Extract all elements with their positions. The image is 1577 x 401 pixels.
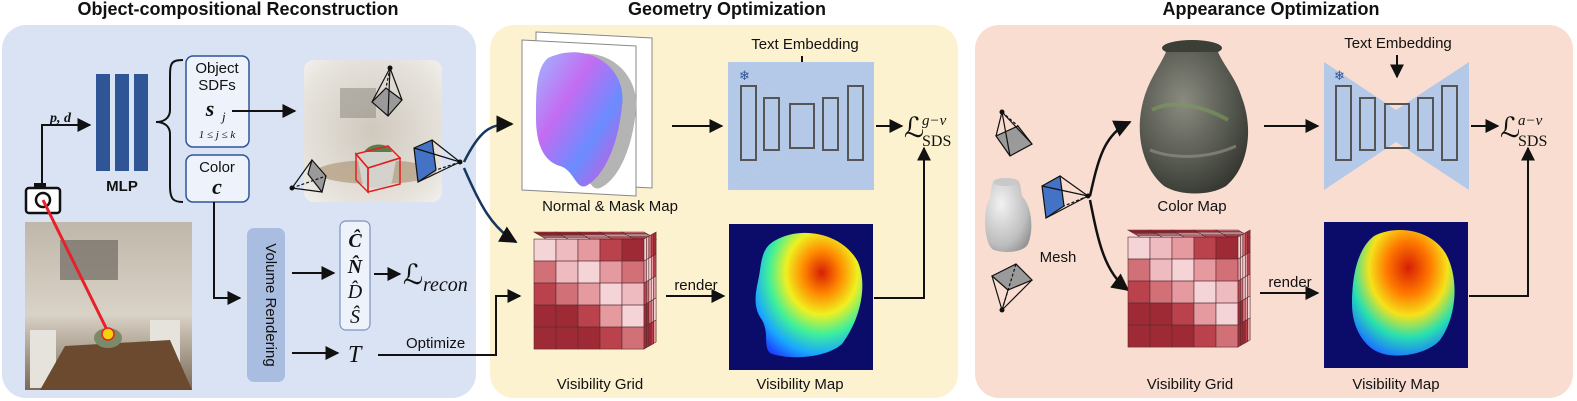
- color-box-title: Color: [199, 159, 235, 176]
- appearance-camera-blue: [1041, 175, 1091, 220]
- geometry-loss-symbol: ℒ: [904, 113, 924, 144]
- optimize-label: Optimize: [406, 335, 465, 352]
- sdf-index-range: 1 ≤ j ≤ k: [199, 129, 237, 141]
- output-depth-hat: D̂: [347, 280, 363, 303]
- camera-to-normal-arrow: [462, 115, 514, 163]
- appearance-visibility-grid: [1126, 229, 1252, 348]
- sdf-symbol: s: [205, 96, 215, 121]
- appearance-loss-superscript: a−v: [1518, 113, 1543, 129]
- geometry-title: Geometry Optimization: [628, 0, 826, 19]
- geometry-unet-frozen-icon: ❄: [739, 69, 750, 84]
- appearance-title: Appearance Optimization: [1162, 0, 1379, 19]
- input-room-photo: [25, 199, 192, 390]
- camera-to-grid-arrow: [462, 167, 518, 244]
- geometry-visibility-grid-label: Visibility Grid: [557, 376, 643, 393]
- appearance-map-to-loss-arrow: [1469, 146, 1535, 297]
- geometry-unet: [728, 62, 874, 190]
- mesh-label: Mesh: [1040, 249, 1077, 266]
- geometry-map-to-loss-arrow: [874, 146, 931, 299]
- reconstruction-title: Object-compositional Reconstruction: [77, 0, 398, 19]
- recon-loss-symbol: ℒ: [403, 260, 423, 291]
- output-normal-hat: N̂: [347, 254, 364, 278]
- geometry-visibility-grid: [532, 231, 658, 350]
- volume-rendering-label: Volume Rendering: [262, 243, 279, 366]
- appearance-camera-bottom: [990, 263, 1034, 313]
- color-map-label: Color Map: [1157, 198, 1226, 215]
- object-sdfs-title-line2: SDFs: [198, 77, 236, 94]
- color-map-image: [1139, 40, 1249, 194]
- appearance-render-label: render: [1268, 274, 1311, 291]
- mlp-block: [96, 74, 148, 171]
- normal-mask-map-label: Normal & Mask Map: [542, 198, 678, 215]
- rendered-outputs-box: [339, 220, 371, 331]
- appearance-unet: [1324, 62, 1469, 190]
- geometry-loss-superscript: g−v: [922, 113, 947, 129]
- camera-icon: [24, 183, 62, 215]
- ray-input-label: p, d: [49, 111, 72, 126]
- geometry-visibility-map-label: Visibility Map: [756, 376, 843, 393]
- appearance-visibility-map: [1324, 222, 1468, 368]
- mlp-label: MLP: [106, 178, 138, 195]
- output-color-hat: Ĉ: [348, 228, 362, 252]
- optimize-arrow: [378, 289, 522, 356]
- object-sdfs-box: [185, 55, 250, 148]
- geometry-visibility-map: [729, 224, 873, 370]
- recon-loss-subscript: recon: [423, 274, 468, 296]
- mesh-to-grid-arrow: [1088, 199, 1130, 292]
- appearance-visibility-map-label: Visibility Map: [1352, 376, 1439, 393]
- scene-render-image: [289, 60, 463, 202]
- transmittance-symbol: T: [348, 342, 363, 368]
- object-sdfs-title-line1: Object: [195, 60, 239, 77]
- camera-ray: [41, 199, 112, 337]
- ray-input-arrow: [41, 118, 92, 183]
- color-symbol: c: [212, 174, 222, 199]
- volume-rendering-box: [247, 228, 285, 382]
- sdf-subscript: j: [220, 109, 226, 124]
- appearance-text-embedding-label: Text Embedding: [1344, 35, 1452, 52]
- appearance-camera-top: [995, 109, 1033, 157]
- mesh-image: [985, 178, 1032, 252]
- color-to-volume-arrow: [213, 202, 242, 305]
- appearance-visibility-grid-label: Visibility Grid: [1147, 376, 1233, 393]
- normal-mask-map-image: [521, 31, 653, 197]
- geometry-render-label: render: [674, 277, 717, 294]
- geometry-loss-subscript: SDS: [922, 133, 951, 150]
- appearance-loss-symbol: ℒ: [1500, 113, 1520, 144]
- output-brace: [155, 59, 184, 203]
- appearance-loss-subscript: SDS: [1518, 133, 1547, 150]
- mesh-to-color-arrow: [1088, 120, 1132, 197]
- appearance-panel: [975, 25, 1573, 398]
- geometry-text-embedding-label: Text Embedding: [751, 36, 859, 53]
- output-semantic-hat: Ŝ: [350, 304, 360, 328]
- appearance-unet-frozen-icon: ❄: [1334, 69, 1345, 84]
- color-box: [185, 154, 250, 203]
